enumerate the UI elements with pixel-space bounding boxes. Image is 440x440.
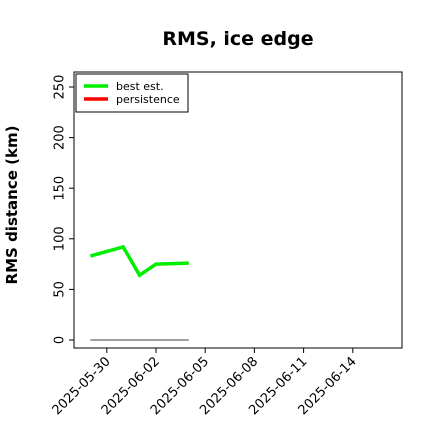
- chart-title: RMS, ice edge: [162, 28, 313, 50]
- y-tick-label: 200: [53, 125, 68, 150]
- y-tick-label: 150: [53, 176, 68, 201]
- y-tick-label: 50: [53, 281, 68, 298]
- y-tick-label: 0: [53, 336, 68, 344]
- legend: best est.persistence: [75, 73, 189, 113]
- plot-area: 0501001502002502025-05-302025-06-022025-…: [50, 71, 403, 418]
- plot-frame: [73, 71, 403, 349]
- y-tick-label: 100: [53, 226, 68, 251]
- legend-box: [75, 73, 189, 113]
- y-tick-label: 250: [53, 75, 68, 100]
- series-line-best-est-: [89, 244, 189, 278]
- y-axis-label: RMS distance (km): [3, 126, 21, 285]
- legend-label: best est.: [116, 80, 164, 93]
- legend-label: persistence: [116, 93, 180, 106]
